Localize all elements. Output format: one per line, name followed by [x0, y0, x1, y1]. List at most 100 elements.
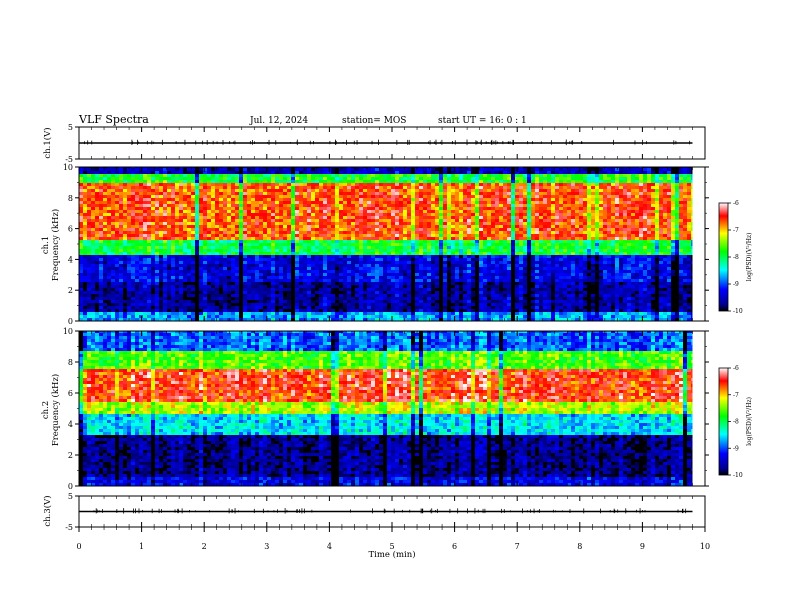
ch1-spectrogram-cell	[443, 267, 447, 270]
ch1-spectrogram-cell	[243, 192, 247, 195]
ch1-spectrogram-cell	[339, 288, 343, 291]
ch1-spectrogram-cell	[215, 240, 219, 243]
ch1-spectrogram-cell	[375, 312, 379, 315]
ch1-spectrogram-cell	[119, 303, 123, 306]
ch1-spectrogram-cell	[87, 171, 91, 174]
ch1-spectrogram-cell	[203, 180, 207, 183]
ch1-spectrogram-cell	[179, 189, 183, 192]
ch1-spectrogram-cell	[379, 189, 383, 192]
ch1-spectrogram-cell	[427, 309, 431, 312]
ch1-spectrogram-cell	[283, 192, 287, 195]
ch1-spectrogram-cell	[339, 174, 343, 177]
ch1-spectrogram-cell	[259, 246, 263, 249]
ch1-spectrogram-cell	[279, 225, 283, 228]
ch1-spectrogram-cell	[343, 219, 347, 222]
ch1-spectrogram-cell	[311, 198, 315, 201]
ch1-spectrogram-cell	[331, 168, 335, 171]
ch1-spectrogram-cell	[355, 258, 359, 261]
ch1-spectrogram-cell	[335, 306, 339, 309]
ch1-spectrogram-cell	[175, 186, 179, 189]
ch1-spectrogram-cell	[367, 237, 371, 240]
ch1-spectrogram-cell	[411, 222, 415, 225]
ch1-spectrogram-cell	[283, 264, 287, 267]
ch1-spectrogram-cell	[403, 294, 407, 297]
ch1-spectrogram-cell	[295, 291, 299, 294]
ch1-spectrogram-cell	[119, 276, 123, 279]
ch1-spectrogram-cell	[431, 300, 435, 303]
ch1-spectrogram-cell	[431, 276, 435, 279]
ch1-spectrogram-cell	[363, 252, 367, 255]
ch1-spectrogram-cell	[83, 240, 87, 243]
ch1-spectrogram-cell	[359, 309, 363, 312]
ch1-spectrogram-cell	[407, 192, 411, 195]
ch1-spectrogram-cell	[367, 225, 371, 228]
ch1-spectrogram-cell	[219, 312, 223, 315]
ch1-spectrogram-cell	[87, 240, 91, 243]
ch1-spectrogram-cell	[267, 183, 271, 186]
ch1-spectrogram-cell	[335, 255, 339, 258]
ch1-spectrogram-cell	[443, 276, 447, 279]
ch1-spectrogram-cell	[239, 195, 243, 198]
ch1-spectrogram-cell	[179, 225, 183, 228]
ch1-spectrogram-cell	[347, 216, 351, 219]
ch1-spectrogram-cell	[259, 228, 263, 231]
ch1-spectrogram-cell	[199, 198, 203, 201]
ch1-spectrogram-cell	[319, 291, 323, 294]
ch1-spectrogram-cell	[87, 216, 91, 219]
ch1-spectrogram-cell	[123, 225, 127, 228]
ch1-spectrogram-cell	[267, 198, 271, 201]
ch1-spectrogram-cell	[107, 219, 111, 222]
ch1-spectrogram-cell	[203, 255, 207, 258]
ch1-spectrogram-cell	[351, 240, 355, 243]
ch1-spectrogram-cell	[83, 276, 87, 279]
ch1-spectrogram-cell	[439, 210, 443, 213]
ch1-spectrogram-cell	[395, 306, 399, 309]
ch1-spectrogram-cell	[343, 249, 347, 252]
ch1-spectrogram-cell	[303, 264, 307, 267]
ch1-spectrogram-cell	[363, 228, 367, 231]
ch1-spectrogram-cell	[291, 270, 295, 273]
ch1-spectrogram-cell	[395, 219, 399, 222]
ch1-spectrogram-cell	[291, 225, 295, 228]
ch1-spectrogram-cell	[163, 276, 167, 279]
ch1-spectrogram-cell	[255, 168, 259, 171]
ch1-spectrogram-cell	[171, 243, 175, 246]
ch1-spectrogram-cell	[355, 225, 359, 228]
ch1-spectrogram-cell	[103, 300, 107, 303]
ch1-spectrogram-cell	[155, 288, 159, 291]
ch1-spectrogram-cell	[187, 213, 191, 216]
ch1-spectrogram-cell	[443, 252, 447, 255]
ch1-spectrogram-cell	[235, 300, 239, 303]
ch1-spectrogram-cell	[439, 171, 443, 174]
ch1-spectrogram-cell	[359, 207, 363, 210]
ch1-spectrogram-cell	[143, 213, 147, 216]
ch1-spectrogram-cell	[279, 219, 283, 222]
ch1-spectrogram-cell	[275, 213, 279, 216]
ch1-spectrogram-cell	[247, 213, 251, 216]
ch1-spectrogram-cell	[91, 309, 95, 312]
ch1-spectrogram-cell	[203, 225, 207, 228]
ch1-spectrogram-cell	[155, 240, 159, 243]
ch1-spectrogram-cell	[291, 219, 295, 222]
ch1-spectrogram-cell	[391, 267, 395, 270]
ch1-spectrogram-cell	[183, 249, 187, 252]
ch1-spectrogram-cell	[131, 261, 135, 264]
ch1-spectrogram-cell	[347, 192, 351, 195]
ch1-spectrogram-cell	[175, 183, 179, 186]
ch1-spectrogram-cell	[95, 225, 99, 228]
ch1-spectrogram-cell	[223, 294, 227, 297]
ch1-spectrogram-cell	[303, 294, 307, 297]
ch1-spectrogram-cell	[323, 216, 327, 219]
ch1-spectrogram-cell	[395, 168, 399, 171]
ch1-spectrogram-cell	[315, 198, 319, 201]
ch1-spectrogram-cell	[191, 282, 195, 285]
ch1-spectrogram-cell	[307, 186, 311, 189]
ch1-spectrogram-cell	[431, 177, 435, 180]
ch1-spectrogram-cell	[279, 294, 283, 297]
ch1-spectrogram-cell	[239, 174, 243, 177]
ch1-spectrogram-cell	[187, 285, 191, 288]
ch1-spectrogram-cell	[211, 318, 215, 321]
ch1-spectrogram-cell	[207, 222, 211, 225]
ch1-spectrogram-cell	[203, 318, 207, 321]
ch1-spectrogram-cell	[179, 270, 183, 273]
